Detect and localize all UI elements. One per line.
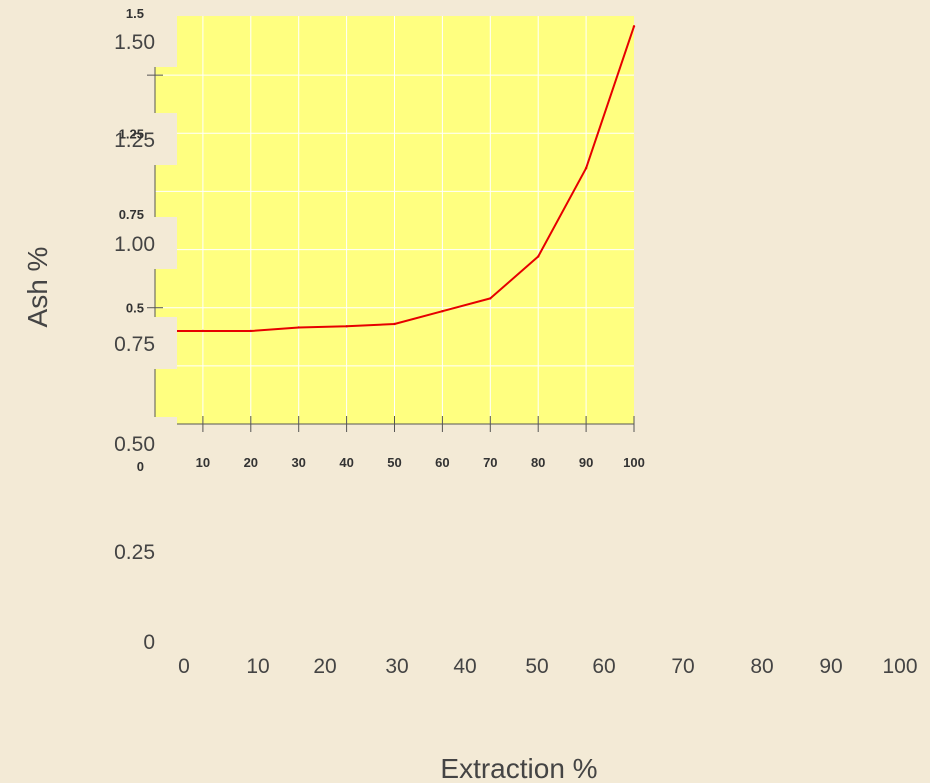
outer-y-tick-label: 0.25 bbox=[114, 541, 155, 564]
inner-x-tick-label: 10 bbox=[196, 455, 210, 470]
outer-y-label-background bbox=[96, 113, 177, 165]
outer-y-tick-label: 1.50 bbox=[114, 31, 155, 54]
inner-x-tick-label: 60 bbox=[435, 455, 449, 470]
outer-y-tick-label: 1.00 bbox=[114, 233, 155, 256]
inner-y-tick-label: 1.25 bbox=[119, 126, 144, 141]
outer-y-label-background bbox=[96, 217, 177, 269]
data-point bbox=[393, 322, 396, 326]
outer-x-tick-label: 100 bbox=[882, 655, 917, 678]
data-point bbox=[489, 297, 492, 300]
outer-x-tick-labels: 0 10 20 30 40 50 60 70 80 90 100 bbox=[178, 655, 917, 678]
outer-y-label-background bbox=[96, 15, 177, 67]
outer-y-label-background bbox=[96, 317, 177, 369]
inner-x-tick-labels: 10 20 30 40 50 60 70 80 90 100 bbox=[196, 455, 645, 470]
outer-x-tick-label: 90 bbox=[819, 655, 842, 678]
outer-x-tick-label: 50 bbox=[525, 655, 548, 678]
outer-y-tick-label: 0.75 bbox=[114, 333, 155, 356]
outer-x-tick-label: 10 bbox=[246, 655, 269, 678]
outer-y-tick-labels: 00.250.500.751.001.251.50 bbox=[114, 31, 155, 654]
outer-label-backgrounds bbox=[96, 15, 177, 469]
outer-x-tick-label: 80 bbox=[750, 655, 773, 678]
outer-y-tick-label: 0.50 bbox=[114, 433, 155, 456]
inner-x-tick-label: 30 bbox=[291, 455, 305, 470]
inner-y-tick-label-partial: 1.5 bbox=[126, 6, 144, 21]
data-point bbox=[632, 25, 636, 28]
inner-y-tick-label: 0.5 bbox=[126, 301, 144, 316]
outer-x-tick-label: 0 bbox=[178, 655, 190, 678]
data-point bbox=[249, 329, 252, 333]
data-point bbox=[345, 325, 348, 328]
inner-x-tick-label: 80 bbox=[531, 455, 545, 470]
outer-y-tick-label: 1.25 bbox=[114, 129, 155, 152]
outer-x-tick-label: 20 bbox=[313, 655, 336, 678]
x-axis-title: Extraction % bbox=[440, 753, 597, 783]
data-point bbox=[584, 166, 588, 170]
inner-y-tick-label-partial: 0.75 bbox=[119, 207, 144, 222]
outer-x-tick-label: 70 bbox=[671, 655, 694, 678]
data-point bbox=[201, 329, 205, 333]
outer-y-tick-label: 0 bbox=[143, 631, 155, 654]
inner-x-tick-label: 20 bbox=[244, 455, 258, 470]
gridlines bbox=[155, 16, 634, 424]
outer-y-label-background bbox=[96, 417, 177, 469]
data-series bbox=[153, 25, 636, 333]
outer-x-tick-label: 40 bbox=[453, 655, 476, 678]
inner-y-tick-label-partial: 0 bbox=[137, 459, 144, 474]
data-point bbox=[537, 255, 540, 258]
data-point bbox=[441, 310, 444, 313]
inner-x-tick-label: 90 bbox=[579, 455, 593, 470]
inner-x-tick-label: 40 bbox=[339, 455, 353, 470]
data-point bbox=[297, 326, 300, 329]
inner-y-tick-labels: 1.25 0.5 1.5 0.75 0 bbox=[119, 6, 144, 474]
outer-x-tick-label: 30 bbox=[385, 655, 408, 678]
inner-x-tick-label: 100 bbox=[623, 455, 645, 470]
inner-x-tick-label: 50 bbox=[387, 455, 401, 470]
outer-x-tick-label: 60 bbox=[592, 655, 615, 678]
inner-x-tick-label: 70 bbox=[483, 455, 497, 470]
y-axis-title: Ash % bbox=[22, 247, 53, 328]
